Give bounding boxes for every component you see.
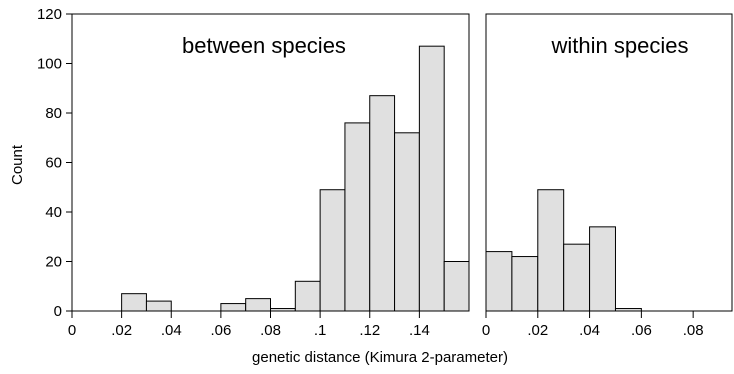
- y-tick-label: 60: [45, 155, 62, 172]
- histogram-bar: [344, 122, 371, 312]
- x-tick-label: .1: [314, 322, 327, 339]
- x-tick-label: .08: [260, 322, 281, 339]
- panel-within-species-x-axis: 0 .02 .04 .06 .08: [482, 311, 704, 339]
- histogram-bar: [394, 132, 420, 312]
- histogram-bar: [614, 308, 642, 312]
- histogram-bar: [145, 300, 172, 312]
- histogram-bar: [485, 251, 513, 312]
- histogram-bar: [563, 243, 591, 312]
- x-tick-label: 0: [482, 322, 490, 339]
- x-tick-label: .14: [409, 322, 430, 339]
- y-tick-label: 40: [45, 204, 62, 221]
- x-tick-label: .02: [111, 322, 132, 339]
- y-tick-label: 120: [37, 6, 62, 23]
- histogram-bar: [537, 189, 565, 312]
- x-tick-label: .02: [527, 322, 548, 339]
- panel-between-species-x-axis: 0 .02 .04 .06 .08 .1 .12 .14: [68, 311, 430, 339]
- histogram-bar: [589, 226, 616, 312]
- x-tick-label: .04: [161, 322, 182, 339]
- y-axis-title: Count: [9, 144, 26, 185]
- panel-between-species-bars: [121, 45, 470, 312]
- x-axis-title: genetic distance (Kimura 2-parameter): [252, 349, 508, 366]
- histogram-bar: [245, 298, 271, 312]
- histogram-bar: [220, 303, 247, 312]
- histogram-bar: [369, 95, 396, 312]
- histogram-bar: [270, 308, 296, 312]
- histogram-bar: [319, 189, 346, 312]
- panel-between-species: between species 0 .02 .04 .06 .08 .1 .12 .14: [68, 13, 470, 339]
- panel-within-species-bars: [485, 189, 642, 312]
- x-tick-label: .06: [631, 322, 652, 339]
- panel-between-species-title: between species: [182, 33, 346, 58]
- x-tick-label: .04: [579, 322, 600, 339]
- histogram-bar: [294, 280, 321, 312]
- y-tick-label: 80: [45, 105, 62, 122]
- histogram-bar: [121, 293, 147, 312]
- x-tick-label: 0: [68, 322, 76, 339]
- panel-within-species-title: within species: [551, 33, 689, 58]
- x-tick-label: .12: [359, 322, 380, 339]
- y-tick-label: 20: [45, 254, 62, 271]
- histogram-bar: [511, 256, 539, 312]
- y-tick-label: 100: [37, 56, 62, 73]
- y-tick-label: 0: [54, 303, 62, 320]
- x-tick-label: .08: [683, 322, 704, 339]
- y-axis: 0 20 40 60 80 100 120: [37, 6, 72, 320]
- histogram-bar: [443, 261, 470, 312]
- histogram-bar: [418, 45, 445, 312]
- panel-within-species: within species 0 .02 .04 .06 .08: [482, 13, 733, 339]
- x-tick-label: .06: [210, 322, 231, 339]
